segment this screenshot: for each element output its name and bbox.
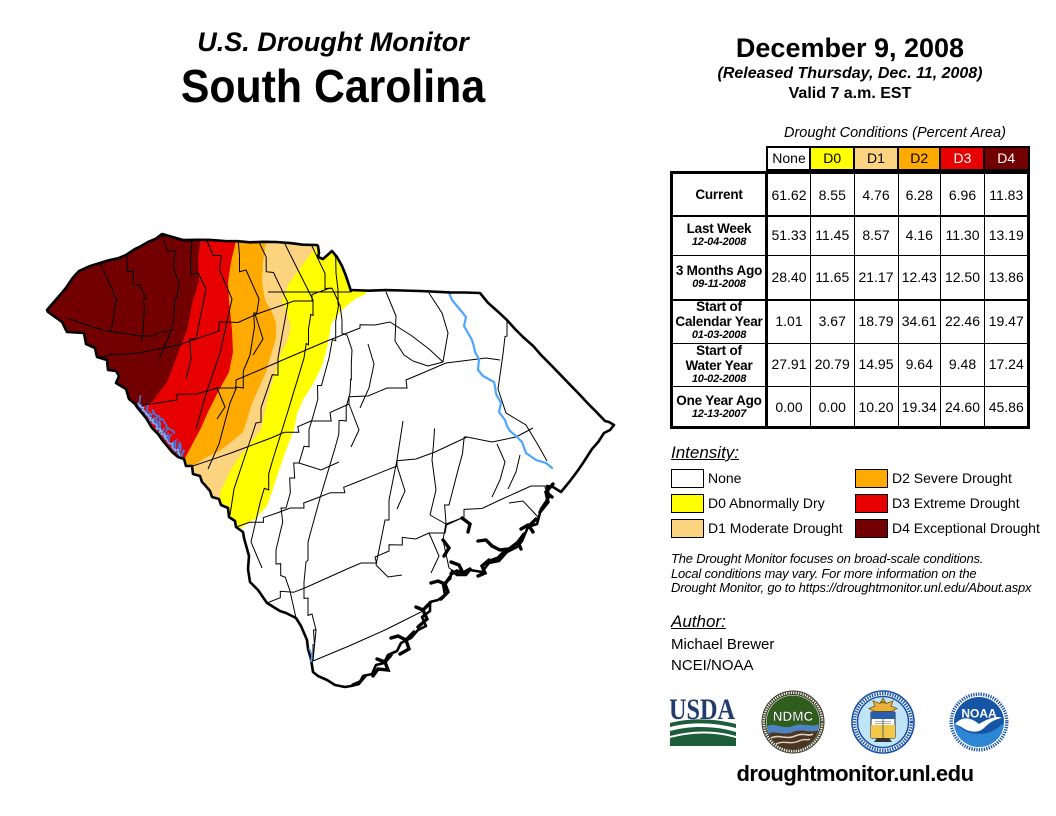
svg-text:NDMC: NDMC bbox=[773, 709, 814, 724]
svg-text:NOAA: NOAA bbox=[961, 707, 997, 721]
